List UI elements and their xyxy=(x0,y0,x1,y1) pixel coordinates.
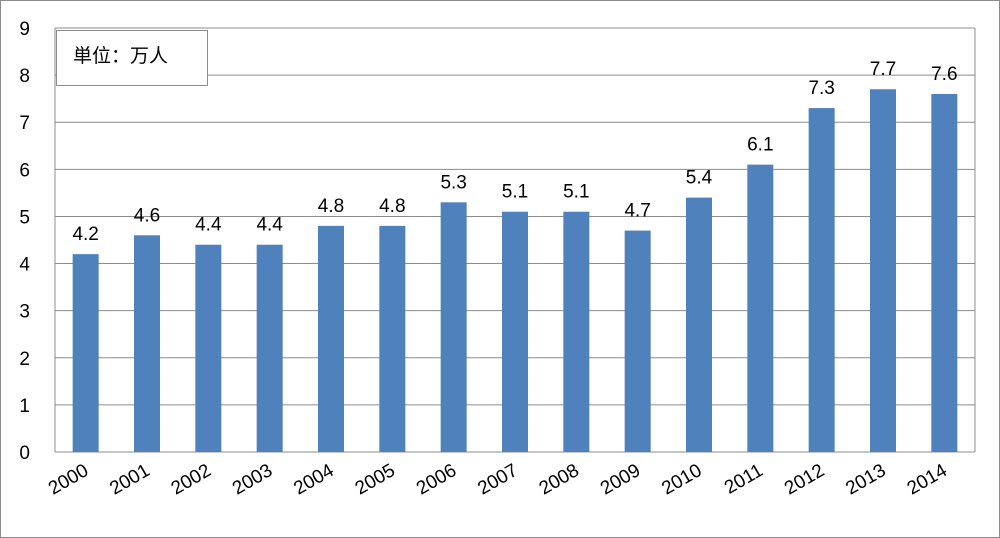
bar-2006 xyxy=(440,202,467,452)
bar-2002 xyxy=(195,244,222,452)
data-label-2007: 5.1 xyxy=(502,182,528,203)
bar-2001 xyxy=(134,235,160,452)
x-tick-label: 2008 xyxy=(536,460,583,499)
x-tick-label: 2005 xyxy=(352,460,399,499)
x-tick-label: 2012 xyxy=(781,460,828,499)
x-tick-label: 2006 xyxy=(413,460,460,499)
y-tick-label: 9 xyxy=(19,19,30,40)
y-axis-ticks: 0 1 2 3 4 5 6 7 8 9 xyxy=(19,19,30,464)
bars xyxy=(72,89,958,452)
y-tick-label: 8 xyxy=(19,66,30,87)
bar-2008 xyxy=(563,211,590,452)
y-tick-label: 1 xyxy=(19,396,30,417)
data-label-2010: 5.4 xyxy=(686,168,713,189)
data-label-2000: 4.2 xyxy=(72,224,98,245)
x-tick-label: 2000 xyxy=(45,460,92,499)
x-tick-label: 2010 xyxy=(658,460,705,499)
data-label-2012: 7.3 xyxy=(808,78,834,99)
data-label-2005: 4.8 xyxy=(379,196,405,217)
data-label-2003: 4.4 xyxy=(256,215,283,236)
data-label-2013: 7.7 xyxy=(870,59,896,80)
unit-label-box: 単位：万人 xyxy=(56,30,208,86)
x-tick-label: 2014 xyxy=(904,460,951,500)
data-label-2004: 4.8 xyxy=(318,196,344,217)
x-tick-label: 2007 xyxy=(474,460,521,499)
bar-2010 xyxy=(686,197,712,452)
data-labels: 4.2 4.6 4.4 4.4 4.8 4.8 5.3 5.1 5.1 4.7 5.4 6.1 7.3 7… xyxy=(72,59,957,245)
x-tick-label: 2004 xyxy=(290,460,337,500)
bar-2004 xyxy=(318,225,344,452)
y-tick-label: 5 xyxy=(19,207,30,228)
y-tick-label: 0 xyxy=(19,443,30,464)
y-tick-label: 2 xyxy=(19,349,30,370)
x-axis-ticks: 2000 2001 2002 2003 2004 2005 2006 2007 2008 2009… xyxy=(45,460,951,500)
y-tick-label: 4 xyxy=(19,255,30,276)
x-tick-label: 2001 xyxy=(106,460,153,499)
data-label-2008: 5.1 xyxy=(563,182,589,203)
bar-2005 xyxy=(379,225,406,452)
x-tick-label: 2003 xyxy=(229,460,276,499)
y-tick-label: 3 xyxy=(19,302,30,323)
y-tick-label: 6 xyxy=(19,160,30,181)
y-tick-label: 7 xyxy=(19,113,30,134)
x-tick-label: 2011 xyxy=(721,460,767,499)
bar-2007 xyxy=(502,211,528,452)
x-tick-label: 2013 xyxy=(842,460,889,499)
data-label-2002: 4.4 xyxy=(195,215,222,236)
bar-2000 xyxy=(72,254,99,452)
bar-2003 xyxy=(256,244,283,452)
data-label-2001: 4.6 xyxy=(134,205,160,226)
bar-2013 xyxy=(870,89,896,452)
bar-2009 xyxy=(624,230,651,452)
data-label-2009: 4.7 xyxy=(624,201,650,222)
data-label-2006: 5.3 xyxy=(440,172,466,193)
bar-2011 xyxy=(747,164,774,452)
bar-2014 xyxy=(931,93,958,452)
x-tick-label: 2009 xyxy=(597,460,644,499)
x-tick-label: 2002 xyxy=(168,460,215,499)
data-label-2011: 6.1 xyxy=(747,135,773,156)
bar-2012 xyxy=(808,108,835,452)
unit-label: 単位：万人 xyxy=(73,45,169,67)
data-label-2014: 7.6 xyxy=(931,64,957,85)
